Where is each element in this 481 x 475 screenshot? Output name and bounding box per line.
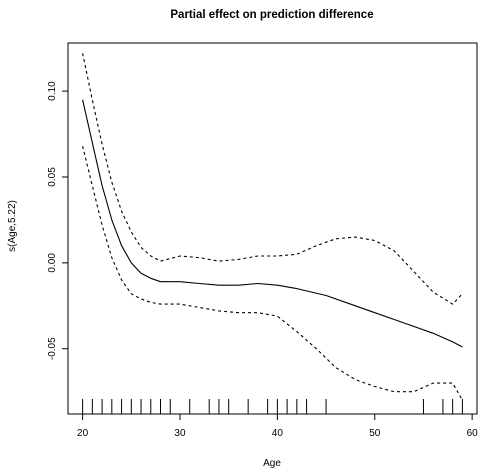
confidence-band-line-1: [82, 53, 463, 305]
rug-marks: [82, 399, 463, 414]
confidence-band-line-2: [82, 145, 463, 401]
y-tick-label: 0.05: [47, 167, 58, 187]
y-axis-label: s(Age,5.22): [7, 200, 18, 252]
chart-title: Partial effect on prediction difference: [170, 9, 373, 21]
y-tick-label: -0.05: [47, 337, 58, 360]
y-axis: -0.05 0.00 0.05 0.10: [47, 81, 68, 360]
x-tick-label: 30: [174, 428, 186, 439]
plot-frame: [67, 42, 478, 415]
series-lines: [82, 53, 463, 401]
x-tick-label: 20: [77, 428, 89, 439]
x-axis: 20 30 40 50 60: [77, 414, 478, 439]
y-tick-label: 0.00: [47, 253, 58, 273]
smooth-line-0: [82, 99, 463, 348]
x-tick-label: 50: [369, 428, 381, 439]
x-tick-label: 60: [467, 428, 479, 439]
x-axis-label: Age: [263, 458, 281, 469]
x-tick-label: 40: [272, 428, 284, 439]
y-tick-label: 0.10: [47, 81, 58, 101]
